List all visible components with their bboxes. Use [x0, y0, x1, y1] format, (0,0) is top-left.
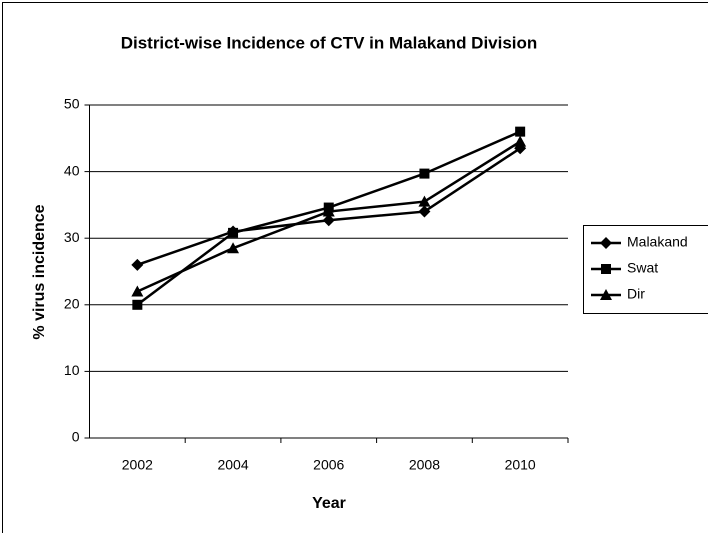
x-tick-label: 2004: [217, 457, 248, 473]
x-tick-label: 2006: [313, 457, 344, 473]
x-axis-label: Year: [312, 495, 346, 512]
marker: [322, 214, 335, 227]
x-tick-label: 2008: [409, 457, 440, 473]
x-tick-label: 2010: [505, 457, 536, 473]
marker: [131, 285, 144, 297]
marker: [227, 242, 240, 254]
legend-label: Malakand: [627, 234, 688, 250]
marker: [601, 264, 611, 274]
y-tick-label: 40: [64, 162, 80, 178]
legend-label: Dir: [627, 286, 645, 302]
y-tick-label: 0: [72, 429, 80, 445]
y-tick-label: 50: [64, 96, 80, 112]
marker: [228, 227, 239, 238]
y-tick-label: 10: [64, 362, 80, 378]
marker: [132, 299, 143, 310]
legend-label: Swat: [627, 260, 658, 276]
y-axis-label: % virus incidence: [31, 204, 48, 339]
marker: [418, 205, 431, 218]
chart-title: District-wise Incidence of CTV in Malaka…: [121, 33, 538, 52]
marker: [515, 126, 526, 137]
marker: [418, 195, 431, 207]
marker: [419, 168, 430, 179]
x-tick-label: 2002: [122, 457, 153, 473]
marker: [322, 205, 335, 217]
marker: [600, 237, 612, 249]
y-tick-label: 20: [64, 296, 80, 312]
y-tick-label: 30: [64, 229, 80, 245]
marker: [131, 258, 144, 271]
marker: [514, 135, 527, 147]
marker: [600, 289, 612, 300]
